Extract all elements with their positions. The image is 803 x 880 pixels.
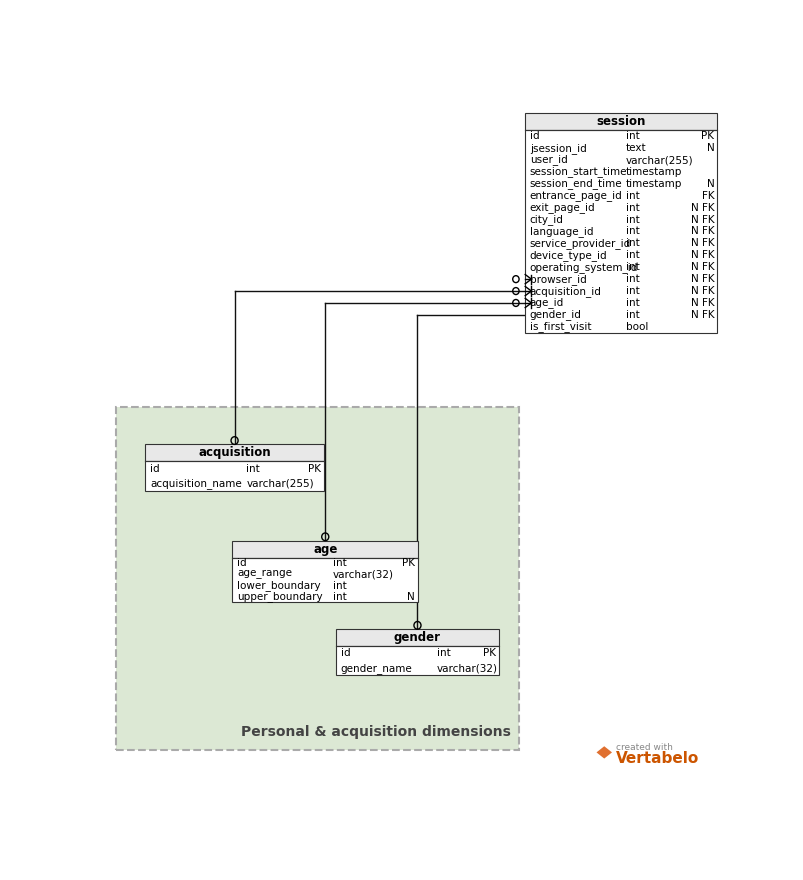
Text: gender_id: gender_id xyxy=(529,310,581,320)
Text: browser_id: browser_id xyxy=(529,274,586,284)
Text: N FK: N FK xyxy=(690,226,713,237)
Text: acquisition: acquisition xyxy=(198,446,271,459)
FancyBboxPatch shape xyxy=(116,407,519,750)
Text: device_type_id: device_type_id xyxy=(529,250,607,260)
Text: lower_boundary: lower_boundary xyxy=(237,580,320,591)
Text: N FK: N FK xyxy=(690,298,713,308)
Text: varchar(32): varchar(32) xyxy=(332,569,393,579)
Text: N FK: N FK xyxy=(690,250,713,260)
Text: N FK: N FK xyxy=(690,215,713,224)
Text: PK: PK xyxy=(482,649,495,658)
Text: N FK: N FK xyxy=(690,238,713,248)
Text: gender_name: gender_name xyxy=(340,663,412,673)
Text: N: N xyxy=(706,179,713,189)
Text: N: N xyxy=(706,143,713,153)
Text: gender: gender xyxy=(393,631,440,644)
Text: int: int xyxy=(626,286,639,296)
Text: age_id: age_id xyxy=(529,297,564,308)
Text: int: int xyxy=(626,191,639,201)
Text: int: int xyxy=(626,226,639,237)
Text: N FK: N FK xyxy=(690,310,713,320)
FancyBboxPatch shape xyxy=(524,130,716,333)
Text: int: int xyxy=(626,202,639,213)
Text: int: int xyxy=(246,464,259,473)
Text: city_id: city_id xyxy=(529,214,563,225)
Text: N FK: N FK xyxy=(690,262,713,272)
Text: text: text xyxy=(626,143,646,153)
Text: id: id xyxy=(150,464,160,473)
Text: timestamp: timestamp xyxy=(626,167,682,177)
Text: N FK: N FK xyxy=(690,202,713,213)
Text: entrance_page_id: entrance_page_id xyxy=(529,190,622,202)
Text: upper_boundary: upper_boundary xyxy=(237,591,322,602)
Text: N FK: N FK xyxy=(690,286,713,296)
Text: PK: PK xyxy=(308,464,320,473)
Text: id: id xyxy=(340,649,350,658)
Text: id: id xyxy=(237,558,247,568)
Text: varchar(255): varchar(255) xyxy=(246,479,313,488)
Text: N FK: N FK xyxy=(690,275,713,284)
Text: timestamp: timestamp xyxy=(626,179,682,189)
Text: int: int xyxy=(626,215,639,224)
Text: bool: bool xyxy=(626,322,647,332)
FancyBboxPatch shape xyxy=(145,461,324,491)
Text: PK: PK xyxy=(402,558,414,568)
Text: session: session xyxy=(596,115,645,128)
Text: int: int xyxy=(626,250,639,260)
Text: int: int xyxy=(626,262,639,272)
FancyBboxPatch shape xyxy=(232,558,418,602)
Text: acquisition_name: acquisition_name xyxy=(150,478,242,488)
FancyBboxPatch shape xyxy=(524,114,716,130)
Text: acquisition_id: acquisition_id xyxy=(529,286,601,297)
Text: int: int xyxy=(626,298,639,308)
FancyBboxPatch shape xyxy=(145,444,324,461)
Polygon shape xyxy=(596,746,611,759)
Text: int: int xyxy=(626,131,639,141)
Text: PK: PK xyxy=(700,131,713,141)
Text: service_provider_id: service_provider_id xyxy=(529,238,630,249)
Text: FK: FK xyxy=(701,191,713,201)
Text: int: int xyxy=(332,558,346,568)
Text: int: int xyxy=(332,581,346,590)
Text: jsession_id: jsession_id xyxy=(529,143,586,154)
Text: id: id xyxy=(529,131,539,141)
Text: session_end_time: session_end_time xyxy=(529,179,622,189)
Text: operating_system_id: operating_system_id xyxy=(529,261,638,273)
Text: language_id: language_id xyxy=(529,226,593,237)
Text: int: int xyxy=(626,238,639,248)
Text: varchar(32): varchar(32) xyxy=(436,664,497,673)
Text: age: age xyxy=(312,543,337,555)
FancyBboxPatch shape xyxy=(232,540,418,558)
FancyBboxPatch shape xyxy=(336,629,498,646)
Text: int: int xyxy=(332,591,346,602)
Text: Personal & acquisition dimensions: Personal & acquisition dimensions xyxy=(241,724,511,738)
Text: exit_page_id: exit_page_id xyxy=(529,202,595,213)
Text: int: int xyxy=(436,649,450,658)
FancyBboxPatch shape xyxy=(336,646,498,676)
Text: int: int xyxy=(626,275,639,284)
Text: Vertabelo: Vertabelo xyxy=(615,751,699,766)
Text: is_first_visit: is_first_visit xyxy=(529,321,591,333)
Text: created with: created with xyxy=(615,744,672,752)
Text: varchar(255): varchar(255) xyxy=(626,155,693,165)
Text: int: int xyxy=(626,310,639,320)
Text: age_range: age_range xyxy=(237,569,291,579)
Text: session_start_time: session_start_time xyxy=(529,166,626,178)
Text: N: N xyxy=(407,591,414,602)
Text: user_id: user_id xyxy=(529,155,567,165)
